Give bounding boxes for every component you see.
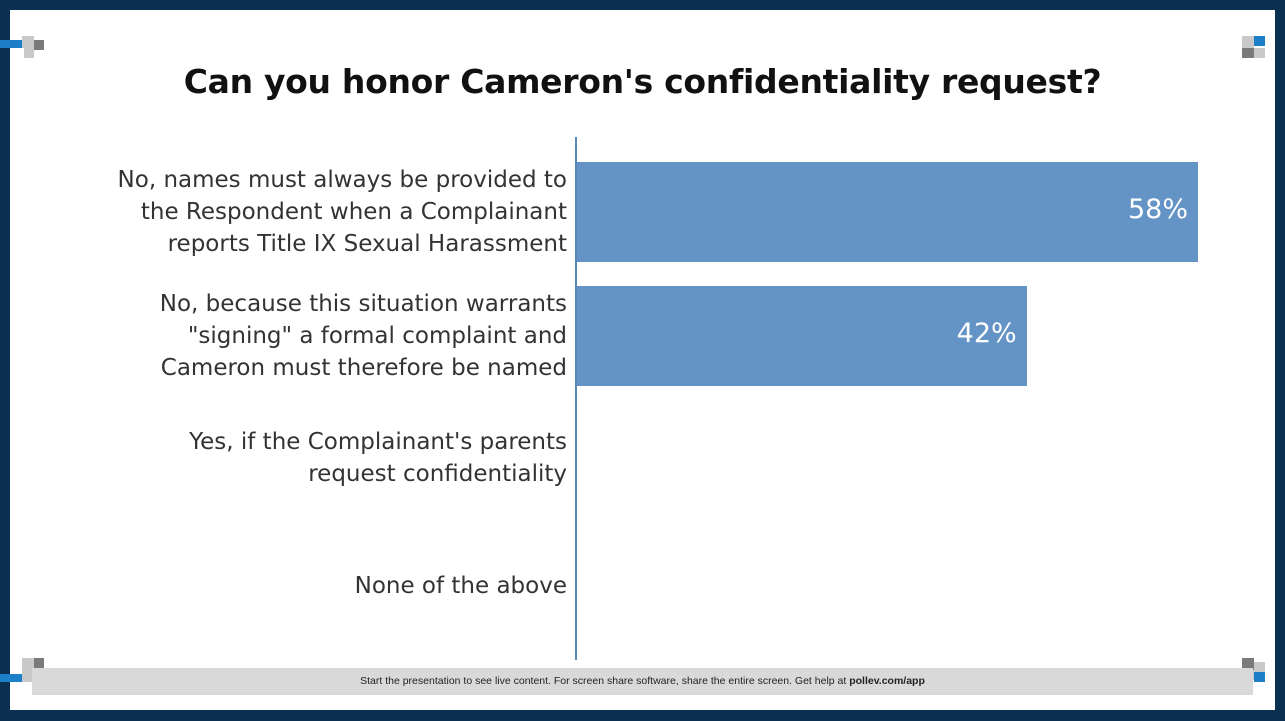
category-label-line: reports Title IX Sexual Harassment	[167, 231, 567, 257]
bar	[577, 286, 1027, 386]
decorative-square	[1242, 658, 1254, 670]
category-label-line: No, because this situation warrants	[159, 291, 567, 317]
category-label-line: the Respondent when a Complainant	[140, 199, 567, 225]
decorative-square	[1254, 36, 1265, 46]
decorative-square	[22, 670, 34, 682]
decorative-square	[0, 674, 22, 682]
bar-value-label: 58%	[1127, 194, 1188, 225]
category-label: No, because this situation warrants "sign…	[17, 288, 567, 384]
category-label: No, names must always be provided to the …	[17, 164, 567, 260]
decorative-square	[22, 658, 34, 670]
category-label-line: None of the above	[354, 573, 567, 599]
category-axis	[575, 137, 577, 660]
decorative-square	[24, 48, 34, 58]
decorative-square	[34, 658, 44, 668]
chart-title: Can you honor Cameron's confidentiality …	[183, 62, 1102, 101]
decorative-square	[1242, 48, 1254, 58]
category-label-line: Cameron must therefore be named	[160, 355, 567, 381]
slide: Can you honor Cameron's confidentiality …	[0, 10, 1275, 710]
bar-value-label: 42%	[956, 318, 1017, 349]
decorative-square	[34, 40, 44, 50]
category-label-line: request confidentiality	[308, 461, 567, 487]
decorative-square	[1242, 36, 1254, 48]
decorative-square	[1254, 672, 1265, 682]
category-label: Yes, if the Complainant's parents request…	[17, 426, 567, 490]
decorative-square	[1254, 48, 1265, 58]
decorative-square	[22, 36, 34, 48]
category-label: None of the above	[17, 570, 567, 602]
footer-bar: Start the presentation to see live conte…	[32, 668, 1253, 695]
decorative-square	[0, 40, 22, 48]
category-label-line: Yes, if the Complainant's parents	[189, 429, 567, 455]
footer-text: Start the presentation to see live conte…	[360, 675, 850, 687]
decorative-square	[1254, 662, 1265, 672]
bar	[577, 162, 1198, 262]
category-label-line: No, names must always be provided to	[117, 167, 567, 193]
category-label-line: "signing" a formal complaint and	[187, 323, 567, 349]
footer-link[interactable]: pollev.com/app	[849, 675, 925, 687]
